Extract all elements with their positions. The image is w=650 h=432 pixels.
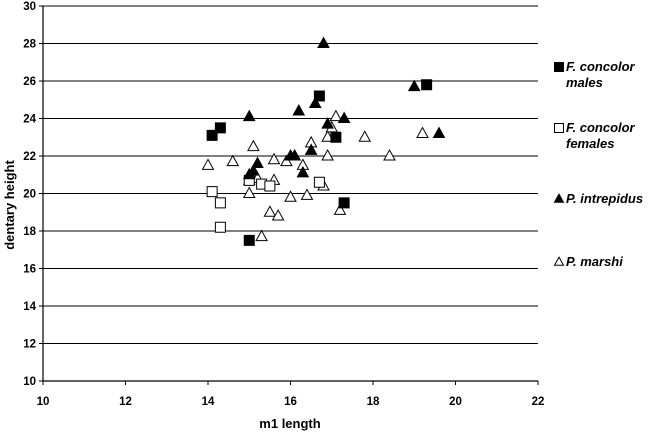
- data-point: [296, 165, 310, 178]
- data-point: [251, 156, 264, 168]
- data-point: [321, 149, 334, 161]
- series-0: [206, 79, 433, 246]
- data-point: [242, 186, 256, 198]
- data-point: [264, 180, 276, 192]
- legend-label: P. marshi: [566, 254, 623, 269]
- data-point: [267, 152, 281, 165]
- data-point: [333, 203, 347, 215]
- data-point: [214, 221, 226, 233]
- data-point: [255, 229, 268, 242]
- data-point: [284, 190, 297, 202]
- data-point: [308, 96, 322, 108]
- gridlines: [43, 5, 538, 344]
- data-point: [206, 186, 218, 198]
- data-point: [243, 234, 255, 246]
- y-tick-label: 16: [23, 264, 36, 276]
- data-point: [416, 126, 429, 138]
- data-point: [214, 122, 226, 134]
- x-tick-label: 22: [532, 396, 545, 408]
- data-point: [263, 205, 277, 217]
- y-tick-label: 22: [23, 151, 36, 163]
- data-point: [329, 109, 343, 122]
- data-point: [337, 111, 351, 123]
- y-tick-label: 12: [23, 339, 36, 351]
- legend-item: P. intrepidus: [553, 191, 643, 206]
- y-tick-label: 10: [23, 376, 36, 388]
- data-point: [226, 154, 240, 167]
- data-point: [383, 149, 396, 161]
- data-point: [421, 79, 433, 91]
- data-point: [330, 131, 342, 143]
- data-point: [271, 209, 285, 221]
- data-point: [338, 197, 350, 209]
- x-tick-label: 10: [37, 396, 50, 408]
- data-point: [214, 197, 226, 209]
- series-1: [206, 174, 325, 233]
- data-points: [201, 36, 446, 246]
- y-tick-label: 30: [23, 1, 36, 13]
- y-tick-label: 24: [23, 114, 36, 126]
- x-tick-label: 16: [284, 396, 297, 408]
- data-point: [292, 104, 306, 116]
- data-point: [206, 129, 218, 141]
- data-point: [288, 149, 301, 161]
- data-point: [313, 176, 325, 188]
- data-point: [247, 139, 260, 152]
- legend-marker: [553, 256, 565, 266]
- legend-label: males: [566, 75, 603, 90]
- y-tick-label: 18: [23, 226, 36, 238]
- x-axis-title: m1 length: [259, 416, 320, 431]
- data-point: [247, 164, 260, 176]
- legend-label: F. concolor: [566, 59, 636, 74]
- series-3: [201, 109, 429, 242]
- data-point: [317, 36, 330, 48]
- x-tick-label: 18: [367, 396, 380, 408]
- tick-labels: 10 12 14 16 18 20 22 24 26 28 30 10 12 14 16 18 20 22: [23, 1, 544, 408]
- data-point: [242, 109, 256, 122]
- data-point: [300, 188, 314, 200]
- legend-marker: [554, 62, 564, 72]
- y-tick-label: 20: [23, 189, 36, 201]
- x-tick-label: 20: [449, 396, 462, 408]
- y-tick-label: 28: [23, 39, 36, 51]
- data-point: [201, 158, 215, 170]
- legend-marker: [554, 123, 564, 133]
- data-point: [432, 126, 446, 138]
- x-tick-label: 14: [202, 396, 215, 408]
- series-2: [242, 36, 446, 180]
- data-point: [304, 143, 318, 155]
- data-point: [407, 79, 421, 92]
- legend-label: P. intrepidus: [566, 191, 643, 206]
- legend-item: P. marshi: [553, 254, 623, 269]
- data-point: [321, 117, 334, 129]
- data-point: [358, 130, 372, 142]
- y-axis-title: dentary height: [2, 160, 17, 250]
- x-tick-label: 12: [119, 396, 132, 408]
- data-point: [313, 90, 325, 102]
- y-tick-label: 26: [23, 76, 36, 88]
- legend-marker: [553, 193, 565, 203]
- y-tick-label: 14: [23, 301, 36, 313]
- data-point: [280, 154, 293, 167]
- legend-label: females: [566, 136, 614, 151]
- legend-label: F. concolor: [566, 120, 636, 135]
